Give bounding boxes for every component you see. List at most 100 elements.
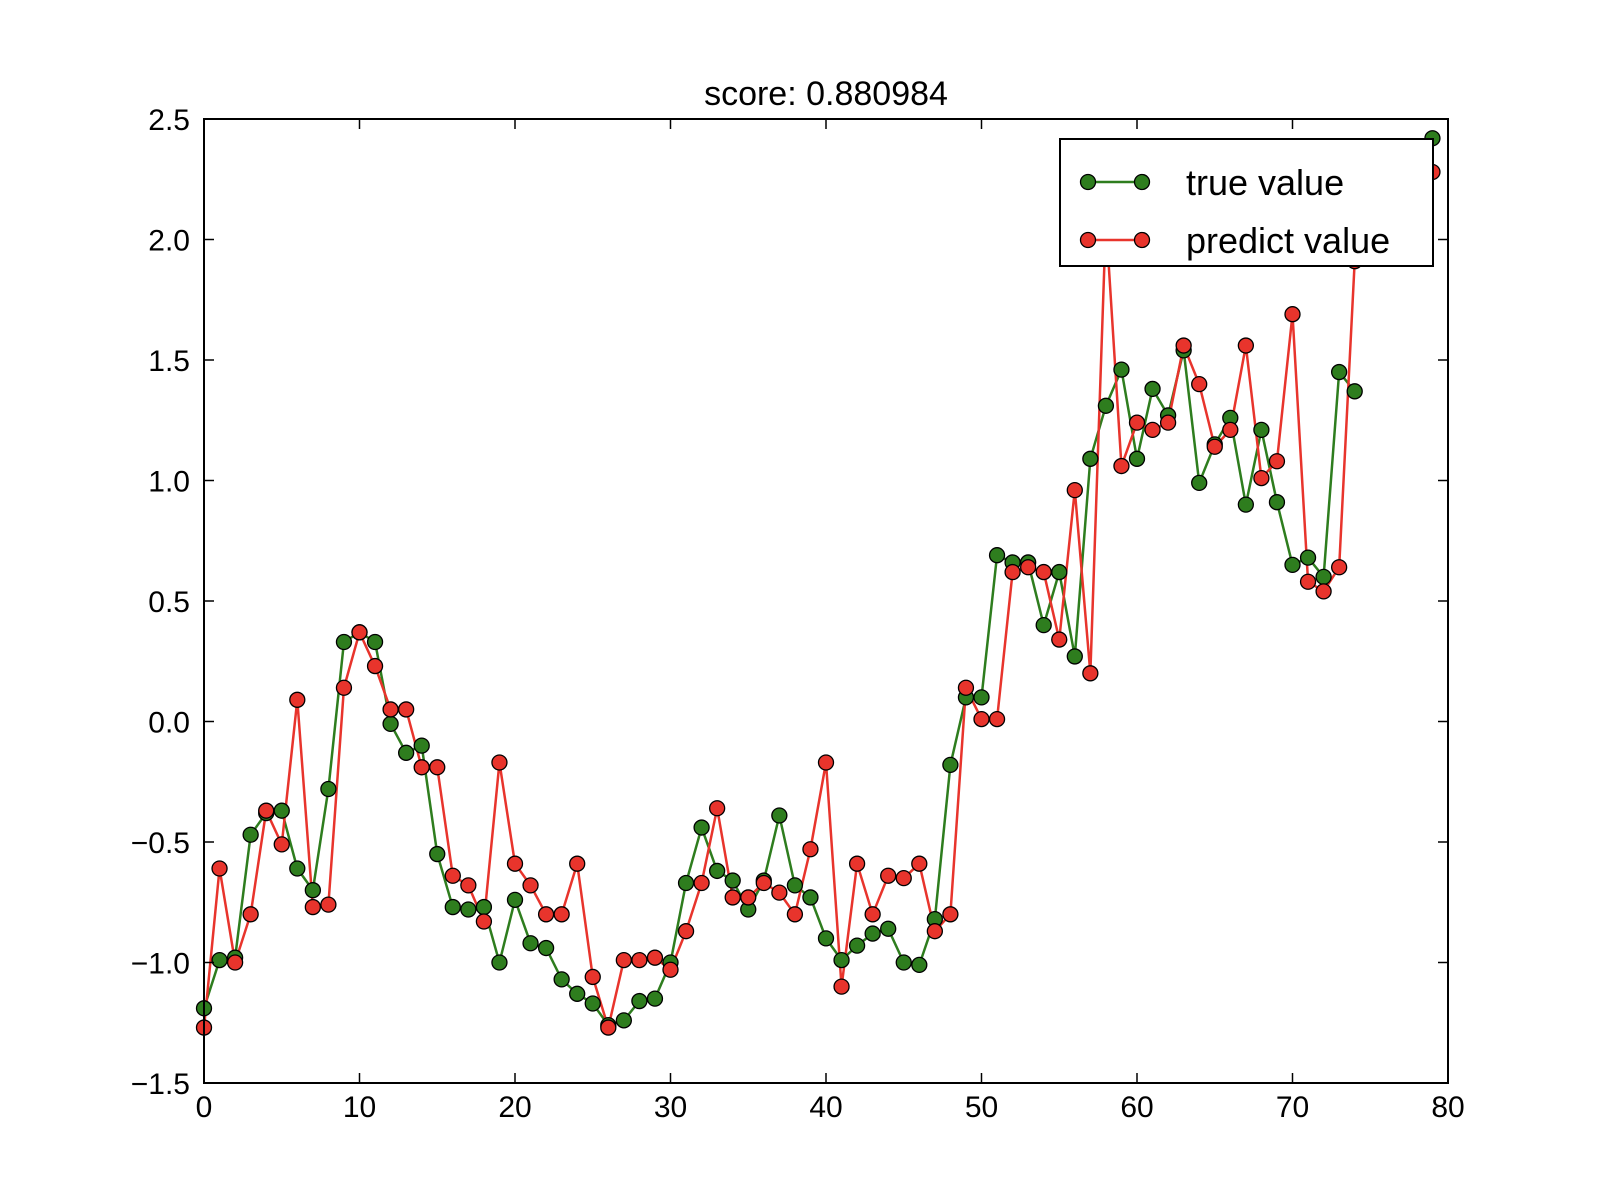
point-predict-value: [444, 867, 461, 884]
point-true-value: [1082, 450, 1099, 467]
point-true-value: [973, 689, 990, 706]
point-predict-value: [1175, 337, 1192, 354]
point-true-value: [817, 930, 835, 947]
x-tick-label: 30: [654, 1091, 687, 1124]
point-predict-value: [1004, 563, 1021, 581]
point-true-value: [1066, 648, 1083, 665]
point-true-value: [506, 891, 524, 908]
point-true-value: [211, 951, 228, 969]
point-predict-value: [1284, 306, 1301, 323]
point-true-value: [693, 819, 710, 836]
y-tick-label: 2.5: [148, 104, 190, 137]
point-true-value: [413, 737, 430, 754]
point-true-value: [397, 744, 415, 761]
point-predict-value: [1066, 481, 1083, 499]
point-predict-value: [600, 1019, 617, 1036]
point-true-value: [366, 633, 384, 651]
point-predict-value: [988, 710, 1006, 728]
point-predict-value: [211, 860, 228, 877]
x-tick-label: 0: [196, 1091, 213, 1124]
point-predict-value: [1159, 414, 1177, 431]
point-true-value: [553, 971, 570, 988]
point-true-value: [460, 901, 477, 918]
point-predict-value: [1253, 469, 1270, 487]
point-predict-value: [662, 961, 679, 978]
point-predict-value: [848, 855, 866, 872]
point-true-value: [646, 990, 664, 1007]
point-true-value: [631, 992, 648, 1010]
point-predict-value: [351, 624, 368, 641]
legend-label-predict-value: predict value: [1186, 220, 1390, 261]
point-predict-value: [506, 855, 524, 872]
point-true-value: [382, 715, 399, 733]
point-predict-value: [957, 679, 975, 696]
point-predict-value: [631, 951, 648, 969]
point-predict-value: [693, 874, 710, 892]
point-predict-value: [522, 877, 539, 894]
point-true-value: [242, 826, 259, 843]
y-tick-label: 0.0: [148, 707, 190, 740]
chart-title: score: 0.880984: [704, 75, 948, 113]
point-predict-value: [709, 800, 726, 817]
point-true-value: [880, 920, 897, 937]
y-tick-label: −0.5: [131, 827, 190, 860]
point-predict-value: [1082, 665, 1099, 682]
point-true-value: [1237, 496, 1254, 513]
point-true-value: [444, 898, 461, 916]
point-predict-value: [895, 870, 912, 887]
point-true-value: [848, 937, 866, 954]
point-predict-value: [1020, 559, 1037, 576]
y-tick-label: −1.0: [131, 948, 190, 981]
point-true-value: [911, 956, 928, 974]
point-true-value: [942, 756, 959, 774]
y-tick-label: 1.0: [148, 466, 190, 499]
legend-marker-true-value: [1133, 173, 1151, 191]
x-tick-label: 20: [498, 1091, 531, 1124]
point-predict-value: [942, 906, 959, 923]
point-true-value: [335, 633, 353, 651]
point-true-value: [1315, 568, 1332, 586]
point-true-value: [1097, 397, 1115, 414]
point-predict-value: [1113, 457, 1130, 475]
point-predict-value: [320, 896, 337, 913]
axis-ticks: [203, 118, 1449, 1084]
point-true-value: [569, 985, 586, 1002]
point-predict-value: [880, 867, 897, 884]
point-predict-value: [460, 877, 477, 894]
point-true-value: [709, 862, 726, 880]
point-true-value: [429, 845, 446, 863]
point-predict-value: [802, 841, 819, 858]
x-tick-label: 50: [965, 1091, 998, 1124]
point-true-value: [1035, 616, 1052, 634]
point-predict-value: [366, 657, 384, 675]
point-true-value: [771, 807, 788, 824]
legend-marker-predict-value: [1133, 231, 1151, 249]
point-true-value: [584, 995, 601, 1012]
legend-box: [1059, 138, 1434, 267]
point-predict-value: [677, 923, 695, 940]
point-true-value: [802, 889, 819, 906]
x-tick-label: 70: [1276, 1091, 1309, 1124]
point-predict-value: [429, 759, 446, 776]
point-predict-value: [569, 855, 586, 872]
point-predict-value: [771, 884, 788, 901]
point-true-value: [1299, 549, 1317, 566]
point-predict-value: [1268, 453, 1286, 470]
point-predict-value: [740, 889, 757, 906]
point-predict-value: [973, 710, 990, 728]
point-true-value: [289, 860, 306, 877]
point-predict-value: [1237, 337, 1254, 354]
point-predict-value: [615, 951, 632, 969]
y-tick-label: 0.5: [148, 586, 190, 619]
point-true-value: [1144, 380, 1161, 398]
x-tick-label: 80: [1431, 1091, 1464, 1124]
point-predict-value: [1051, 631, 1068, 648]
point-predict-value: [273, 836, 290, 853]
legend-marker-predict-value: [1079, 231, 1097, 249]
point-predict-value: [242, 906, 259, 923]
point-predict-value: [755, 874, 772, 892]
point-true-value: [522, 935, 539, 952]
point-predict-value: [817, 754, 835, 771]
point-true-value: [1253, 421, 1270, 439]
